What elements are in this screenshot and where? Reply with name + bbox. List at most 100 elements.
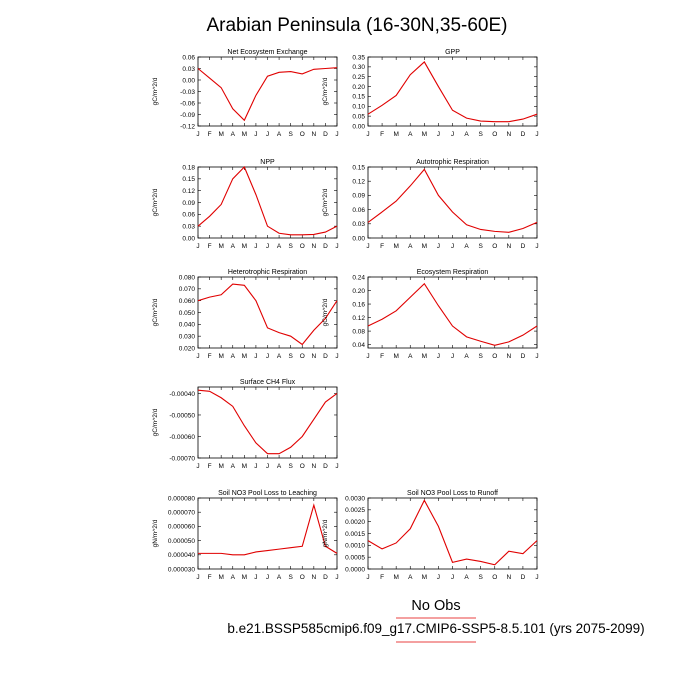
y-tick-label: 0.08: [352, 328, 365, 335]
y-tick-label: 0.0015: [345, 531, 365, 538]
y-tick-label: 0.04: [352, 342, 365, 349]
panel-title: Heterotrophic Respiration: [228, 269, 307, 276]
y-tick-label: 0.06: [182, 212, 195, 219]
x-tick-label: N: [311, 243, 316, 250]
y-tick-label: 0.15: [352, 94, 365, 101]
x-tick-label: A: [231, 131, 236, 138]
x-tick-label: J: [535, 131, 538, 138]
y-axis-label: gC/m^2/d: [152, 188, 159, 216]
x-tick-label: N: [311, 131, 316, 138]
x-tick-label: D: [323, 574, 328, 581]
y-tick-label: 0.24: [352, 274, 365, 281]
y-tick-label: 0.000080: [168, 495, 195, 502]
x-tick-label: J: [335, 463, 338, 470]
x-tick-label: S: [478, 243, 483, 250]
y-tick-label: 0.35: [352, 54, 365, 61]
y-tick-label: 0.080: [179, 274, 196, 281]
y-tick-label: 0.050: [179, 310, 196, 317]
y-tick-label: 0.12: [352, 179, 365, 186]
y-tick-label: 0.03: [182, 66, 195, 73]
x-tick-label: J: [451, 353, 454, 360]
series-line: [367, 61, 538, 123]
x-tick-label: J: [196, 243, 199, 250]
x-tick-label: J: [266, 574, 269, 581]
x-tick-label: J: [366, 243, 369, 250]
y-tick-label: 0.30: [352, 64, 365, 71]
x-tick-label: J: [196, 353, 199, 360]
x-tick-label: N: [311, 463, 316, 470]
y-tick-label: 0.18: [182, 164, 195, 171]
y-tick-label: 0.20: [352, 288, 365, 295]
x-tick-label: M: [422, 243, 427, 250]
y-axis-label: gN/m^2/d: [322, 519, 329, 547]
x-tick-label: S: [478, 131, 483, 138]
y-axis-label: gC/m^2/d: [152, 298, 159, 326]
x-tick-label: F: [380, 131, 384, 138]
plot-frame: [367, 56, 538, 127]
x-tick-label: F: [208, 574, 212, 581]
x-tick-label: A: [464, 353, 469, 360]
plot-frame: [367, 166, 538, 239]
panel-title: Surface CH4 Flux: [240, 379, 296, 386]
y-tick-label: 0.12: [182, 188, 195, 195]
x-tick-label: J: [254, 243, 257, 250]
x-tick-label: D: [521, 353, 526, 360]
y-tick-label: 0.020: [179, 345, 196, 352]
figure-title: Arabian Peninsula (16-30N,35-60E): [206, 15, 507, 36]
x-tick-label: A: [464, 131, 469, 138]
y-tick-label: 0.03: [182, 223, 195, 230]
x-tick-label: A: [277, 574, 282, 581]
x-tick-label: A: [231, 353, 236, 360]
y-tick-label: 0.0005: [345, 554, 365, 561]
x-tick-label: F: [380, 574, 384, 581]
obs-label: No Obs: [411, 598, 460, 614]
y-axis-label: gC/m^2/d: [322, 188, 329, 216]
x-tick-label: J: [437, 353, 440, 360]
x-tick-label: A: [277, 353, 282, 360]
y-tick-label: 0.15: [352, 164, 365, 171]
x-tick-label: A: [408, 131, 413, 138]
x-tick-label: J: [335, 131, 338, 138]
x-tick-label: S: [288, 353, 293, 360]
x-tick-label: J: [335, 353, 338, 360]
x-tick-label: J: [437, 574, 440, 581]
series-line: [197, 389, 338, 455]
x-tick-label: O: [492, 243, 497, 250]
series-line: [197, 166, 338, 236]
x-tick-label: O: [300, 243, 305, 250]
y-axis-label: gN/m^2/d: [152, 519, 159, 547]
x-tick-label: O: [300, 463, 305, 470]
x-tick-label: O: [300, 574, 305, 581]
y-tick-label: -0.06: [180, 100, 195, 107]
x-tick-label: O: [492, 574, 497, 581]
y-tick-label: -0.00040: [169, 391, 195, 398]
y-axis-label: gC/m^2/d: [152, 408, 159, 436]
plot-frame: [197, 386, 338, 459]
y-tick-label: -0.03: [180, 89, 195, 96]
x-tick-label: J: [366, 574, 369, 581]
panel-title: Soil NO3 Pool Loss to Leaching: [218, 490, 317, 497]
x-tick-label: M: [242, 131, 247, 138]
x-tick-label: M: [422, 353, 427, 360]
run-label: b.e21.BSSP585cmip6.f09_g17.CMIP6-SSP5-8.…: [227, 621, 644, 636]
x-tick-label: N: [506, 243, 511, 250]
panel-6: Ecosystem Respiration gC/m^2/d J F M A M J J A S O N…: [322, 269, 539, 360]
series-line: [367, 499, 538, 566]
x-tick-label: J: [366, 131, 369, 138]
y-tick-label: -0.12: [180, 123, 195, 130]
y-tick-label: 0.0000: [345, 566, 365, 573]
x-tick-label: A: [464, 574, 469, 581]
x-tick-label: A: [408, 243, 413, 250]
x-tick-label: J: [266, 463, 269, 470]
y-tick-label: 0.00: [182, 235, 195, 242]
y-tick-label: -0.09: [180, 112, 195, 119]
y-tick-label: 0.10: [352, 104, 365, 111]
x-tick-label: O: [492, 353, 497, 360]
x-tick-label: N: [506, 353, 511, 360]
y-tick-label: 0.25: [352, 74, 365, 81]
panel-title: GPP: [445, 49, 460, 56]
